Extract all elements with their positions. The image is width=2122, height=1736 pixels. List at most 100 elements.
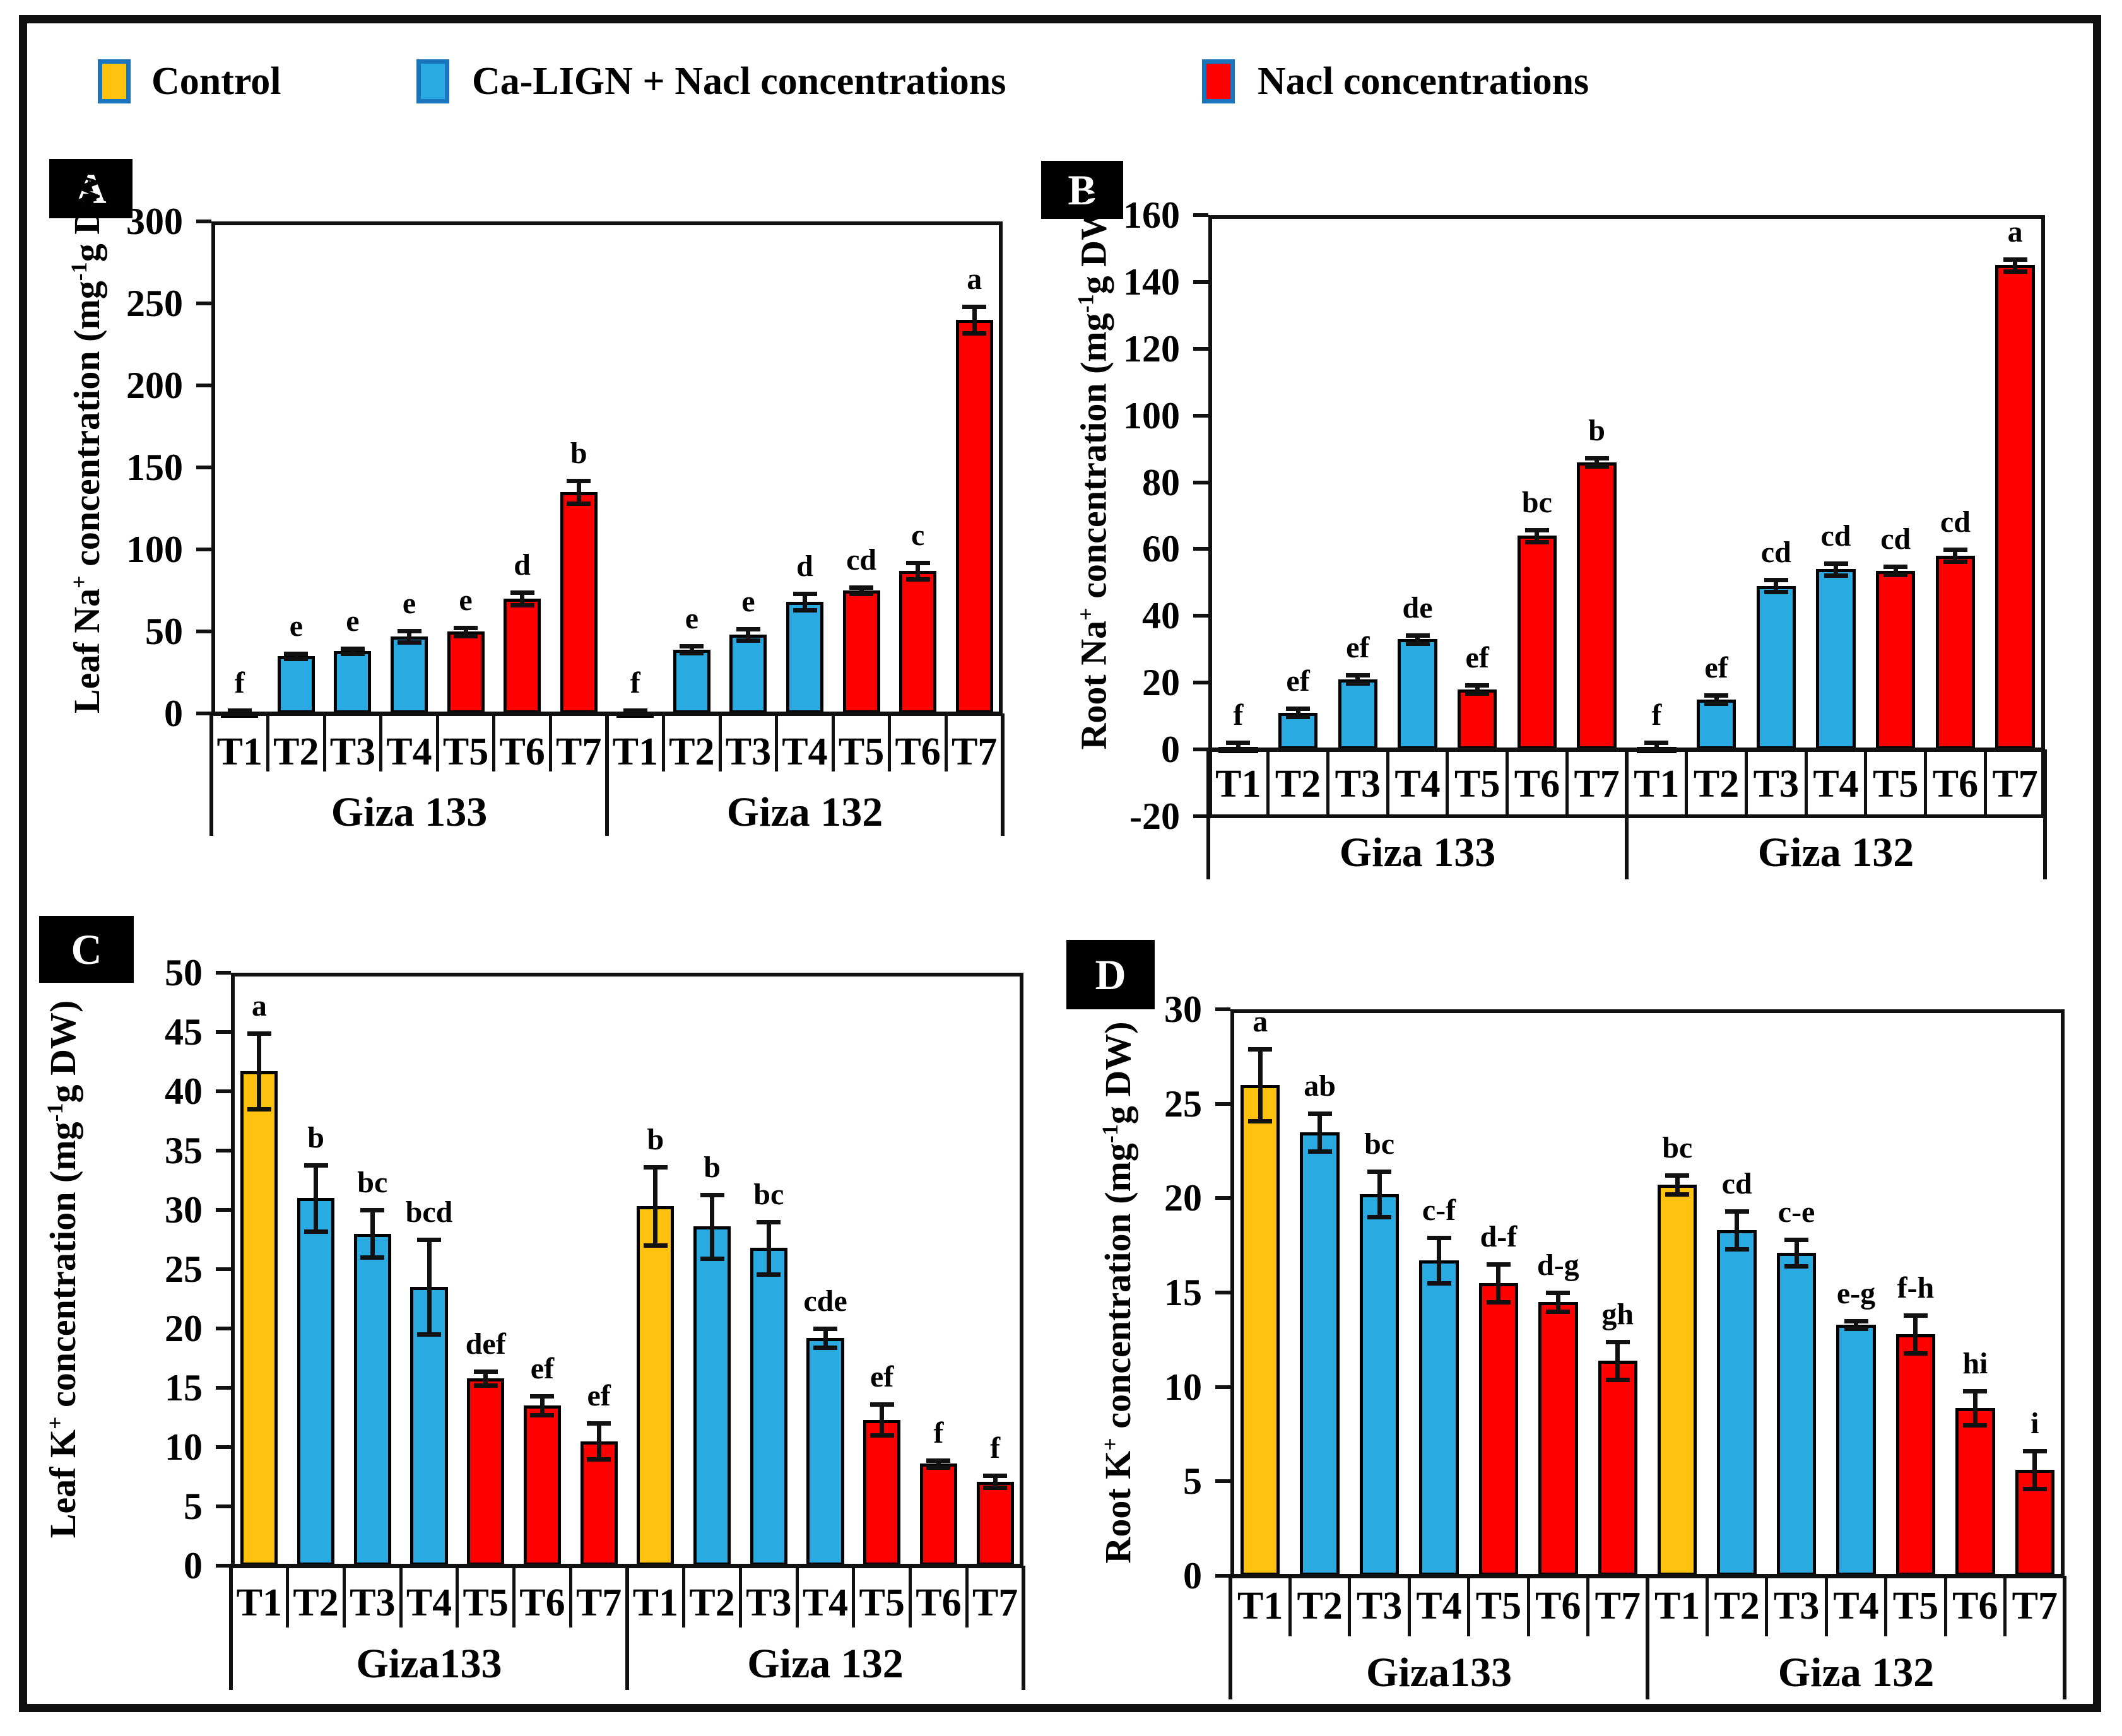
error-bar-cap-top xyxy=(1248,1047,1273,1052)
y-tick-label: 25 xyxy=(1164,1082,1202,1125)
error-bar-cap-bottom xyxy=(454,633,478,638)
error-bar-line xyxy=(596,1423,601,1459)
category-label-T7: T7 xyxy=(1992,763,2038,806)
category-label-T5: T5 xyxy=(1475,1585,1522,1628)
error-bar-cap-bottom xyxy=(926,1465,951,1470)
category-label-T1: T1 xyxy=(216,730,262,773)
error-bar-cap-bottom xyxy=(473,1383,498,1388)
error-bar-line xyxy=(1675,1175,1680,1195)
error-bar-cap-top xyxy=(1903,1313,1928,1318)
category-label-T3: T3 xyxy=(746,1581,792,1624)
significance-letter: e xyxy=(346,604,360,638)
error-bar-cap-top xyxy=(1963,1388,1988,1393)
error-bar-cap-top xyxy=(983,1474,1008,1479)
error-bar-cap-bottom xyxy=(1903,1351,1928,1356)
group-label: Giza 132 xyxy=(1777,1650,1935,1696)
error-bar-cap-bottom xyxy=(247,1107,271,1112)
category-separator xyxy=(662,713,666,771)
significance-letter: e xyxy=(289,609,303,643)
bar-Giza132-T5 xyxy=(1875,570,1916,749)
error-bar-cap-top xyxy=(2003,257,2027,262)
plot-border-left xyxy=(211,221,215,713)
y-tick-mark xyxy=(1215,1479,1230,1484)
category-label-T4: T4 xyxy=(782,730,828,773)
category-separator xyxy=(1685,749,1689,816)
significance-letter: ef xyxy=(1286,664,1310,698)
y-tick-mark xyxy=(196,548,211,551)
y-tick-mark xyxy=(1193,547,1208,551)
y-tick-mark xyxy=(216,1564,231,1568)
category-label-T6: T6 xyxy=(1514,763,1560,806)
y-tick-mark xyxy=(1193,681,1208,685)
category-label-T6: T6 xyxy=(519,1581,565,1624)
error-bar-line xyxy=(1654,742,1659,749)
y-tick-mark xyxy=(1215,1574,1230,1578)
group-label: Giza 132 xyxy=(1757,830,1914,876)
category-label-T7: T7 xyxy=(2012,1585,2058,1628)
error-bar-line xyxy=(710,1194,715,1259)
significance-letter: f xyxy=(1651,698,1662,732)
error-bar-cap-bottom xyxy=(1427,1281,1451,1286)
error-bar-line xyxy=(539,1396,545,1416)
bar-Giza132-T5 xyxy=(842,590,880,713)
error-bar-cap-top xyxy=(1367,1170,1392,1175)
error-bar-line xyxy=(1774,580,1779,592)
error-bar-line xyxy=(1972,1390,1978,1425)
bar-Giza133-T6 xyxy=(1517,536,1557,749)
significance-letter: a xyxy=(2007,214,2023,249)
error-bar-cap-bottom xyxy=(2022,1487,2047,1492)
category-label-T4: T4 xyxy=(802,1581,849,1624)
error-bar-cap-bottom xyxy=(1963,1422,1988,1428)
error-bar-cap-top xyxy=(643,1165,668,1170)
category-label-T2: T2 xyxy=(273,730,319,773)
y-tick-mark xyxy=(216,1504,231,1508)
error-bar-cap-bottom xyxy=(623,711,647,716)
category-label-T1: T1 xyxy=(236,1581,283,1624)
error-bar-line xyxy=(463,627,468,636)
error-bar-line xyxy=(576,480,581,504)
category-separator xyxy=(1705,1576,1709,1636)
category-separator xyxy=(456,1566,459,1628)
error-bar-cap-bottom xyxy=(1226,748,1251,752)
bar-Giza132-T6 xyxy=(899,570,937,713)
error-bar-cap-bottom xyxy=(1883,573,1908,578)
y-tick-label: 120 xyxy=(1123,327,1180,370)
category-separator xyxy=(909,1566,912,1628)
error-bar-line xyxy=(1475,685,1480,694)
category-label-T6: T6 xyxy=(1535,1585,1581,1628)
error-bar-line xyxy=(2032,1451,2037,1489)
significance-letter: b xyxy=(570,436,587,470)
significance-letter: bcd xyxy=(405,1195,453,1229)
error-bar-line xyxy=(2013,259,2018,271)
significance-letter: d xyxy=(514,548,531,582)
category-separator xyxy=(379,713,383,771)
category-separator xyxy=(718,713,722,771)
error-bar-cap-top xyxy=(1427,1236,1451,1241)
significance-letter: b xyxy=(1588,414,1605,448)
error-bar-cap-top xyxy=(905,560,930,565)
bar-Giza133-T2 xyxy=(297,1198,335,1566)
significance-letter: cd xyxy=(1880,522,1911,556)
plot-border-right xyxy=(999,221,1003,713)
y-tick-label: 30 xyxy=(1164,988,1202,1030)
category-label-T3: T3 xyxy=(1753,763,1799,806)
error-bar-line xyxy=(1834,563,1838,575)
category-label-T4: T4 xyxy=(1813,763,1859,806)
category-separator xyxy=(1804,749,1808,816)
ca-lign-swatch-icon xyxy=(416,59,449,103)
category-separator xyxy=(1326,749,1329,816)
significance-letter: bc xyxy=(1364,1127,1395,1161)
category-separator xyxy=(342,1566,346,1628)
category-label-T3: T3 xyxy=(1356,1585,1403,1628)
category-label-T1: T1 xyxy=(632,1581,679,1624)
error-bar-cap-top xyxy=(1584,456,1609,461)
significance-letter: f xyxy=(1233,698,1244,732)
error-bar-line xyxy=(1594,458,1600,467)
error-bar-line xyxy=(746,629,751,641)
significance-letter: c-e xyxy=(1777,1195,1815,1229)
significance-letter: e xyxy=(685,602,698,636)
category-separator xyxy=(1467,1576,1471,1636)
bar-Giza132-T4 xyxy=(1836,1324,1876,1576)
error-bar-line xyxy=(1714,695,1719,703)
